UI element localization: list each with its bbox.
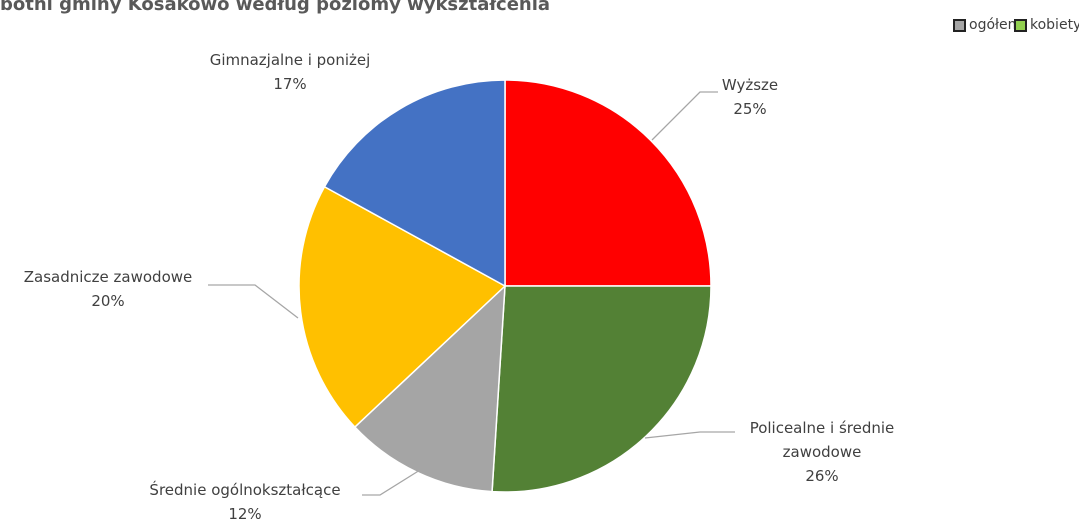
legend-label: kobiety xyxy=(1030,17,1079,33)
leader-line xyxy=(644,431,735,439)
slice-label: Średnie ogólnokształcące xyxy=(149,481,341,499)
slice-value: 12% xyxy=(228,505,262,523)
slice-value: 20% xyxy=(91,292,125,310)
slice-value: 17% xyxy=(273,75,307,93)
slice-label: Policealne i średnie zawodowe xyxy=(749,419,895,461)
slice-label: Gimnazjalne i poniżej xyxy=(209,51,371,69)
legend-label: ogółem xyxy=(969,17,1022,33)
slice-label: Wyższe xyxy=(721,76,779,94)
legend-swatch xyxy=(953,18,966,32)
pie-slice xyxy=(323,79,506,288)
legend-entry: ogółem xyxy=(953,17,1021,33)
leader-line xyxy=(651,91,718,141)
leader-line xyxy=(362,469,421,496)
legend-entry: kobiety xyxy=(1014,17,1079,33)
slice-value: 25% xyxy=(733,100,767,118)
leader-line xyxy=(208,284,299,319)
legend-swatch xyxy=(1014,18,1027,32)
pie-slice xyxy=(491,285,712,493)
slice-label: Zasadnicze zawodowe xyxy=(23,268,193,286)
chart-title: botni gminy Kosakowo według poziomy wyks… xyxy=(0,0,551,15)
pie-slice xyxy=(298,185,507,429)
slice-value: 26% xyxy=(805,467,839,485)
pie-slice xyxy=(504,79,712,287)
